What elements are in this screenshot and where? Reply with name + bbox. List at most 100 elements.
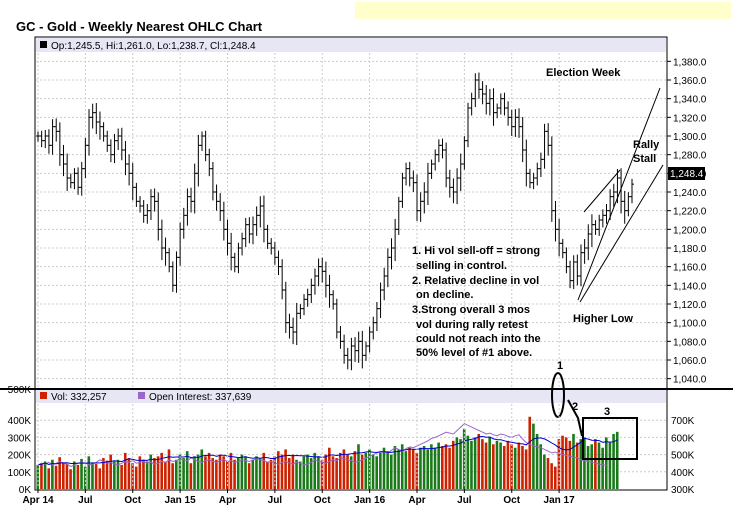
volume-bar	[160, 452, 164, 489]
price-tick-label: 1,060.0	[673, 356, 707, 367]
volume-bar	[338, 452, 342, 489]
volume-bar	[597, 442, 601, 489]
marker-1-ellipse	[551, 372, 565, 418]
volume-bar	[120, 464, 123, 489]
volume-tick-label: 100K	[8, 468, 32, 479]
volume-bar	[277, 451, 280, 489]
volume-bar	[444, 444, 448, 489]
volume-bar	[116, 459, 120, 489]
volume-legend-swatch	[40, 392, 47, 399]
volume-bar	[517, 442, 521, 489]
volume-bar	[138, 456, 142, 489]
price-tick-label: 1,120.0	[673, 300, 707, 311]
volume-bar	[561, 435, 564, 489]
volume-bar	[258, 458, 262, 489]
volume-bar	[134, 466, 138, 489]
volume-bar	[207, 452, 211, 489]
oi-tick-label: 600K	[671, 433, 695, 444]
x-tick-label: Jul	[457, 495, 472, 506]
volume-bar	[222, 456, 225, 489]
x-tick-label: Apr 14	[22, 495, 54, 506]
price-tick-label: 1,340.0	[673, 95, 707, 106]
volume-bar	[262, 452, 266, 489]
volume-bar	[510, 444, 513, 489]
volume-bar	[269, 459, 273, 489]
note-line: 50% level of #1 above.	[416, 347, 532, 359]
volume-bar	[182, 458, 185, 489]
volume-bar	[62, 462, 65, 489]
volume-bar	[291, 454, 295, 489]
volume-bar	[492, 444, 495, 489]
volume-bar	[364, 452, 368, 489]
marker-3-label: 3	[604, 406, 610, 418]
volume-bar	[604, 437, 608, 489]
volume-bar	[51, 459, 54, 489]
volume-bar	[513, 447, 517, 489]
volume-bar	[481, 439, 484, 489]
volume-bar	[553, 466, 557, 489]
volume-bar	[306, 454, 309, 489]
price-tick-label: 1,160.0	[673, 263, 707, 274]
volume-bar	[251, 459, 255, 489]
open-interest-legend: Open Interest: 337,639	[149, 392, 252, 403]
volume-bar	[236, 458, 240, 489]
marker-2-line	[567, 399, 583, 437]
x-tick-label: Jan 15	[165, 495, 197, 506]
last-price-box	[668, 167, 705, 180]
price-tick-label: 1,080.0	[673, 337, 707, 348]
volume-bar	[441, 446, 444, 489]
volume-legend: Vol: 332,257	[51, 392, 107, 403]
price-bars	[36, 72, 634, 371]
volume-legend-bg	[36, 390, 666, 403]
price-tick-label: 1,360.0	[673, 76, 707, 87]
volume-bar	[255, 456, 258, 489]
volume-bar	[331, 456, 335, 489]
volume-bar	[448, 447, 451, 489]
volume-bar	[149, 454, 153, 489]
price-legend: Op:1,245.5, Hi:1,261.0, Lo:1,238.7, Cl:1…	[51, 41, 256, 52]
volume-bar	[506, 440, 510, 489]
x-tick-label: Apr	[219, 495, 236, 506]
volume-bar	[393, 446, 397, 489]
volume-bar	[473, 437, 477, 489]
volume-bar	[583, 437, 586, 489]
volume-bar	[499, 442, 502, 489]
note-line: 1. Hi vol sell-off = strong	[412, 245, 540, 257]
oi-tick-label: 500K	[671, 451, 695, 462]
volume-bar	[389, 454, 393, 489]
volume-bar	[386, 451, 389, 489]
price-legend-bg	[36, 38, 666, 52]
oi-legend-swatch	[138, 392, 145, 399]
marker-1-label: 1	[557, 360, 563, 372]
volume-bar	[211, 458, 215, 489]
price-panel	[34, 36, 668, 390]
volume-bar	[167, 449, 171, 489]
volume-bar	[174, 459, 178, 489]
volume-bar	[72, 461, 76, 489]
price-axis: 1,040.0 1,060.0 1,080.0 1,100.0 1,120.0 1,140…	[667, 57, 707, 386]
volume-bar	[397, 449, 400, 489]
volume-average-line	[37, 435, 618, 466]
volume-bar	[360, 454, 364, 489]
volume-bar	[488, 437, 491, 489]
volume-bar	[601, 447, 604, 489]
volume-bar	[608, 442, 612, 489]
volume-bar	[349, 456, 353, 489]
oi-tick-label: 400K	[671, 468, 695, 479]
volume-bar	[123, 452, 127, 489]
x-tick-label: Jul	[78, 495, 93, 506]
volume-bar	[379, 452, 382, 489]
volume-bar	[113, 461, 116, 489]
volume-bar	[528, 416, 532, 489]
volume-bar	[612, 433, 615, 489]
volume-bar	[408, 447, 411, 489]
volume-tick-label: 300K	[8, 433, 32, 444]
price-tick-label: 1,100.0	[673, 319, 707, 330]
volume-bar	[426, 449, 430, 489]
volume-bar	[54, 465, 58, 489]
volume-bar	[335, 458, 338, 489]
volume-bar	[218, 454, 222, 489]
last-price-label: 1,248.4	[670, 169, 704, 180]
price-tick-label: 1,280.0	[673, 151, 707, 162]
volume-bar	[477, 433, 481, 489]
